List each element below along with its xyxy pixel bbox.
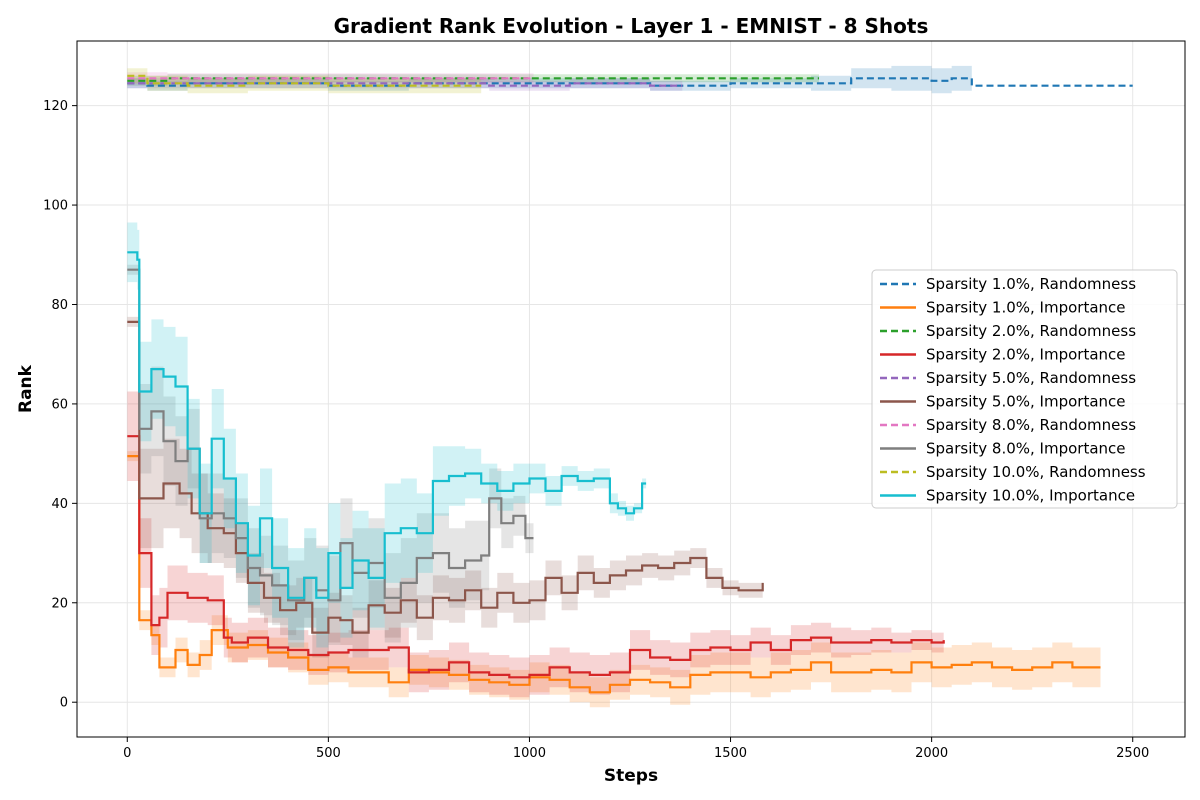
series-line-2 <box>127 77 819 82</box>
x-tick-label: 1500 <box>714 746 747 761</box>
legend-entry: Sparsity 5.0%, Randomness <box>926 369 1136 387</box>
x-axis-label: Steps <box>604 766 658 786</box>
x-tick-label: 1000 <box>513 746 546 761</box>
error-band-series-8 <box>127 68 482 94</box>
error-band-series-5 <box>127 316 763 658</box>
series-line-5 <box>127 320 764 634</box>
y-tick-label: 100 <box>43 199 68 214</box>
series-lines <box>127 74 1133 694</box>
series-line-9 <box>127 251 647 599</box>
legend-entry: Sparsity 8.0%, Randomness <box>926 416 1136 434</box>
y-tick-label: 120 <box>43 99 68 114</box>
error-band-series-4 <box>127 78 683 91</box>
y-tick-label: 60 <box>51 397 68 412</box>
x-tick-label: 500 <box>316 746 341 761</box>
y-tick-label: 0 <box>60 696 68 711</box>
plot-area-frame <box>76 40 1186 738</box>
error-band-series-9 <box>127 222 647 648</box>
legend-box <box>871 269 1178 509</box>
legend-entry: Sparsity 5.0%, Importance <box>926 393 1126 411</box>
x-tick-label: 2500 <box>1116 746 1149 761</box>
legend-entry: Sparsity 1.0%, Importance <box>926 299 1126 317</box>
error-band-series-1 <box>127 451 1101 708</box>
y-tick-label: 40 <box>51 497 68 512</box>
legend-entry: Sparsity 2.0%, Randomness <box>926 322 1136 340</box>
y-tick-label: 20 <box>51 596 68 611</box>
x-tick-label: 2000 <box>915 746 948 761</box>
legend-entry: Sparsity 2.0%, Importance <box>926 346 1126 364</box>
x-tick-label: 0 <box>123 746 131 761</box>
series-line-1 <box>127 455 1101 694</box>
y-axis-ticks: 0 20 40 60 80 100 120 <box>43 99 77 711</box>
error-band-series-2 <box>127 74 820 86</box>
series-line-4 <box>127 82 683 87</box>
legend-entry: Sparsity 1.0%, Randomness <box>926 275 1136 293</box>
legend-entry: Sparsity 10.0%, Randomness <box>926 463 1146 481</box>
x-axis-ticks: 0 500 1000 1500 2000 2500 <box>123 737 1149 761</box>
series-line-3 <box>127 435 945 679</box>
y-tick-label: 80 <box>51 298 68 313</box>
y-axis-label: Rank <box>16 364 36 413</box>
legend: Sparsity 1.0%, Randomness Sparsity 1.0%, … <box>871 269 1178 509</box>
chart-title: Gradient Rank Evolution - Layer 1 - EMNI… <box>334 14 929 38</box>
legend-entry: Sparsity 10.0%, Importance <box>926 487 1135 505</box>
series-line-8 <box>127 74 482 87</box>
legend-entry: Sparsity 8.0%, Importance <box>926 440 1126 458</box>
error-band-series-7 <box>127 264 534 645</box>
